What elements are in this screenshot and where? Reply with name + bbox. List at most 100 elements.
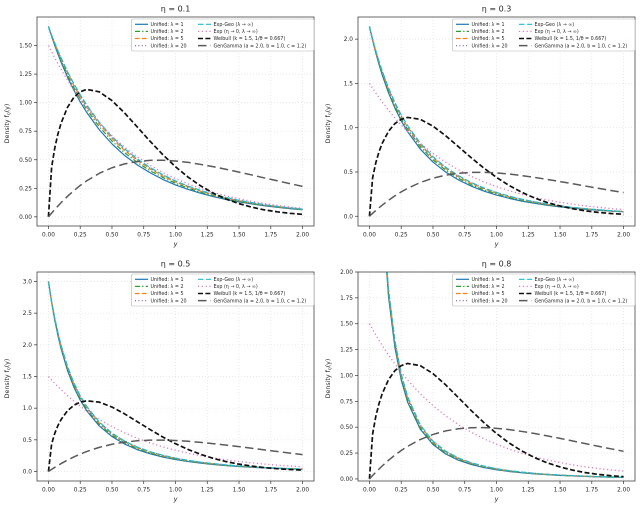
y-tick-label: 0.25 (19, 186, 32, 192)
legend-label-2: Unified: λ = 5 (151, 291, 184, 297)
x-tick-label: 0.75 (137, 488, 150, 494)
x-tick-label: 0.00 (42, 488, 55, 494)
series-line-7 (368, 426, 624, 480)
y-tick-label: 3.0 (23, 280, 33, 286)
series-group (368, 272, 624, 480)
legend-label-6: Weibull (k = 1.5, 1/θ = 0.667) (535, 291, 607, 297)
x-axis-label: y (494, 240, 499, 248)
series-line-4 (368, 26, 624, 213)
y-tick-label: 1.25 (340, 348, 353, 354)
x-tick-label: 0.00 (363, 233, 376, 239)
series-line-1 (47, 26, 303, 211)
legend-label-5: Exp (η → 0, λ → ∞) (535, 284, 579, 290)
x-tick-label: 0.75 (458, 488, 471, 494)
subplot-eta-0-1: 0.00 0.25 0.50 0.75 1.00 1.25 1.50 1.75 2.00 0.00… (0, 0, 321, 255)
chart-title: η = 0.3 (482, 5, 512, 14)
legend-label-6: Weibull (k = 1.5, 1/θ = 0.667) (535, 36, 607, 42)
x-axis-label: y (494, 495, 499, 503)
x-tick-label: 1.50 (233, 233, 246, 239)
x-tick-label: 2.00 (296, 233, 309, 239)
x-tick-label: 0.50 (106, 233, 119, 239)
series-line-0 (368, 26, 624, 213)
y-tick-label: 0.50 (19, 158, 32, 164)
series-group (47, 26, 303, 218)
legend-label-7: GenGamma (a = 2.0, b = 1.0, c = 1.2) (214, 298, 307, 304)
x-tick-label: 1.50 (554, 488, 567, 494)
legend-label-3: Unified: λ = 20 (151, 43, 187, 49)
y-tick-label: 0.0 (344, 214, 354, 220)
y-tick-label: 1.50 (19, 44, 32, 50)
legend-label-1: Unified: λ = 2 (151, 29, 184, 35)
chart-eta-0-3: 0.00 0.25 0.50 0.75 1.00 1.25 1.50 1.75 2.00 0.0 0… (325, 5, 636, 248)
series-line-5 (368, 83, 624, 211)
legend-label-6: Weibull (k = 1.5, 1/θ = 0.667) (214, 291, 286, 297)
x-tick-label: 0.00 (363, 488, 376, 494)
chart-title: η = 0.1 (161, 5, 191, 14)
x-tick-label: 1.00 (490, 488, 503, 494)
x-tick-label: 1.25 (201, 488, 214, 494)
x-tick-label: 1.50 (554, 233, 567, 239)
series-line-6 (368, 116, 624, 217)
x-tick-label: 0.75 (137, 233, 150, 239)
chart-title: η = 0.5 (161, 260, 191, 269)
y-tick-label: 0.75 (340, 399, 353, 405)
y-tick-label: 0.75 (19, 129, 32, 135)
y-tick-label: 0.5 (344, 170, 354, 176)
legend-label-1: Unified: λ = 2 (151, 284, 184, 290)
legend-label-0: Unified: λ = 1 (151, 22, 184, 28)
series-group (368, 26, 624, 217)
y-tick-label: 0.0 (23, 470, 33, 476)
y-axis-label: Density fη(y) (325, 104, 333, 144)
legend-label-5: Exp (η → 0, λ → ∞) (214, 29, 258, 35)
x-tick-label: 2.00 (617, 488, 630, 494)
x-tick-label: 0.75 (458, 233, 471, 239)
y-tick-label: 2.0 (344, 37, 354, 43)
y-tick-label: 0.50 (340, 425, 353, 431)
series-line-7 (368, 171, 624, 217)
series-line-4 (47, 26, 303, 210)
x-tick-label: 1.75 (264, 233, 277, 239)
chart-eta-0-1: 0.00 0.25 0.50 0.75 1.00 1.25 1.50 1.75 2.00 0.00… (4, 5, 315, 248)
legend-label-5: Exp (η → 0, λ → ∞) (214, 284, 258, 290)
y-tick-label: 1.00 (340, 373, 353, 379)
x-tick-label: 0.25 (395, 233, 408, 239)
y-tick-label: 2.0 (23, 343, 33, 349)
subplot-eta-0-8: 0.00 0.25 0.50 0.75 1.00 1.25 1.50 1.75 2.00 0.00… (321, 255, 642, 510)
legend-label-0: Unified: λ = 1 (151, 277, 184, 283)
x-tick-label: 0.50 (427, 488, 440, 494)
y-axis-label: Density fη(y) (4, 104, 12, 144)
series-line-6 (368, 362, 624, 479)
y-axis-label: Density fη(y) (325, 359, 333, 399)
series-line-4 (386, 272, 624, 478)
x-tick-label: 1.75 (585, 488, 598, 494)
legend-label-2: Unified: λ = 5 (472, 291, 505, 297)
y-tick-label: 1.0 (344, 126, 354, 132)
legend-label-7: GenGamma (a = 2.0, b = 1.0, c = 1.2) (535, 298, 628, 304)
legend-label-7: GenGamma (a = 2.0, b = 1.0, c = 1.2) (214, 43, 307, 49)
legend-label-6: Weibull (k = 1.5, 1/θ = 0.667) (214, 36, 286, 42)
x-tick-label: 0.50 (106, 488, 119, 494)
x-tick-label: 1.75 (585, 233, 598, 239)
series-line-3 (368, 26, 624, 213)
legend-label-0: Unified: λ = 1 (472, 277, 505, 283)
x-tick-label: 1.00 (169, 233, 182, 239)
series-line-6 (47, 399, 303, 472)
x-tick-label: 0.50 (427, 233, 440, 239)
series-line-7 (47, 159, 303, 218)
x-tick-label: 2.00 (296, 488, 309, 494)
y-tick-label: 2.00 (340, 270, 353, 276)
chart-eta-0-5: 0.00 0.25 0.50 0.75 1.00 1.25 1.50 1.75 2.00 0.0 0… (4, 260, 315, 503)
series-line-6 (47, 88, 303, 217)
legend-box (131, 18, 315, 52)
x-tick-label: 1.00 (490, 233, 503, 239)
legend-label-1: Unified: λ = 2 (472, 29, 505, 35)
y-tick-label: 1.25 (19, 72, 32, 78)
y-tick-label: 0.25 (340, 451, 353, 457)
y-tick-label: 1.5 (344, 81, 354, 87)
x-tick-label: 0.25 (74, 488, 87, 494)
y-tick-label: 1.75 (340, 296, 353, 302)
legend-label-7: GenGamma (a = 2.0, b = 1.0, c = 1.2) (535, 43, 628, 49)
